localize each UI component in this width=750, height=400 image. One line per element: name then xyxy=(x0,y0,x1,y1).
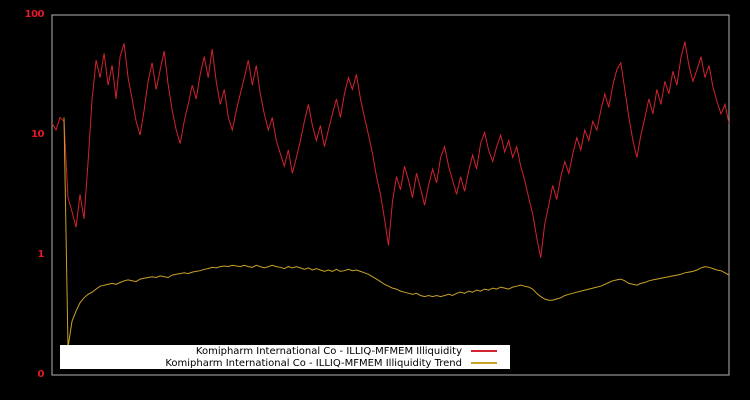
legend-line-sample-illiquidity xyxy=(471,350,497,352)
chart-legend: Komipharm International Co - ILLIQ-MFMEM… xyxy=(60,345,510,369)
series-layer xyxy=(52,41,729,348)
y-axis-tick-label: 10 xyxy=(31,129,44,140)
legend-item-illiquidity-trend: Komipharm International Co - ILLIQ-MFMEM… xyxy=(60,357,510,369)
y-axis-tick-label: 0 xyxy=(37,369,45,380)
legend-label-illiquidity: Komipharm International Co - ILLIQ-MFMEM… xyxy=(195,345,462,357)
y-axis-tick-label: 1 xyxy=(37,249,45,260)
y-axis-tick-label: 100 xyxy=(24,9,45,20)
legend-item-illiquidity: Komipharm International Co - ILLIQ-MFMEM… xyxy=(60,345,510,357)
y-axis: 100 10 1 0 xyxy=(0,0,46,400)
legend-line-sample-trend xyxy=(471,362,497,364)
plot-area-border xyxy=(51,14,730,376)
illiquidity-line xyxy=(52,41,729,258)
legend-label-illiquidity-trend: Komipharm International Co - ILLIQ-MFMEM… xyxy=(165,357,462,369)
illiquidity-trend-line xyxy=(63,117,729,348)
